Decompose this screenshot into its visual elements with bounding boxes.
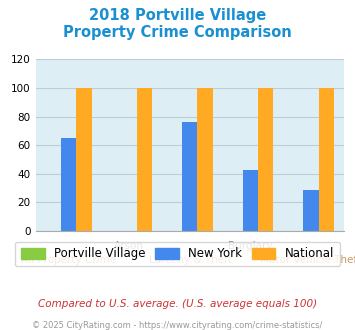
Bar xyxy=(137,88,152,231)
Bar xyxy=(243,170,258,231)
Text: Larceny & Theft: Larceny & Theft xyxy=(148,255,231,265)
Text: Property Crime Comparison: Property Crime Comparison xyxy=(63,25,292,40)
Text: 2018 Portville Village: 2018 Portville Village xyxy=(89,8,266,23)
Bar xyxy=(182,122,197,231)
Text: Motor Vehicle Theft: Motor Vehicle Theft xyxy=(261,255,355,265)
Text: © 2025 CityRating.com - https://www.cityrating.com/crime-statistics/: © 2025 CityRating.com - https://www.city… xyxy=(32,321,323,330)
Text: All Property Crime: All Property Crime xyxy=(21,255,116,265)
Bar xyxy=(304,189,319,231)
Text: Compared to U.S. average. (U.S. average equals 100): Compared to U.S. average. (U.S. average … xyxy=(38,299,317,309)
Text: Arson: Arson xyxy=(114,241,144,251)
Bar xyxy=(197,88,213,231)
Text: Burglary: Burglary xyxy=(228,241,273,251)
Bar xyxy=(61,138,76,231)
Legend: Portville Village, New York, National: Portville Village, New York, National xyxy=(15,242,340,266)
Bar xyxy=(76,88,92,231)
Bar xyxy=(319,88,334,231)
Bar xyxy=(258,88,273,231)
